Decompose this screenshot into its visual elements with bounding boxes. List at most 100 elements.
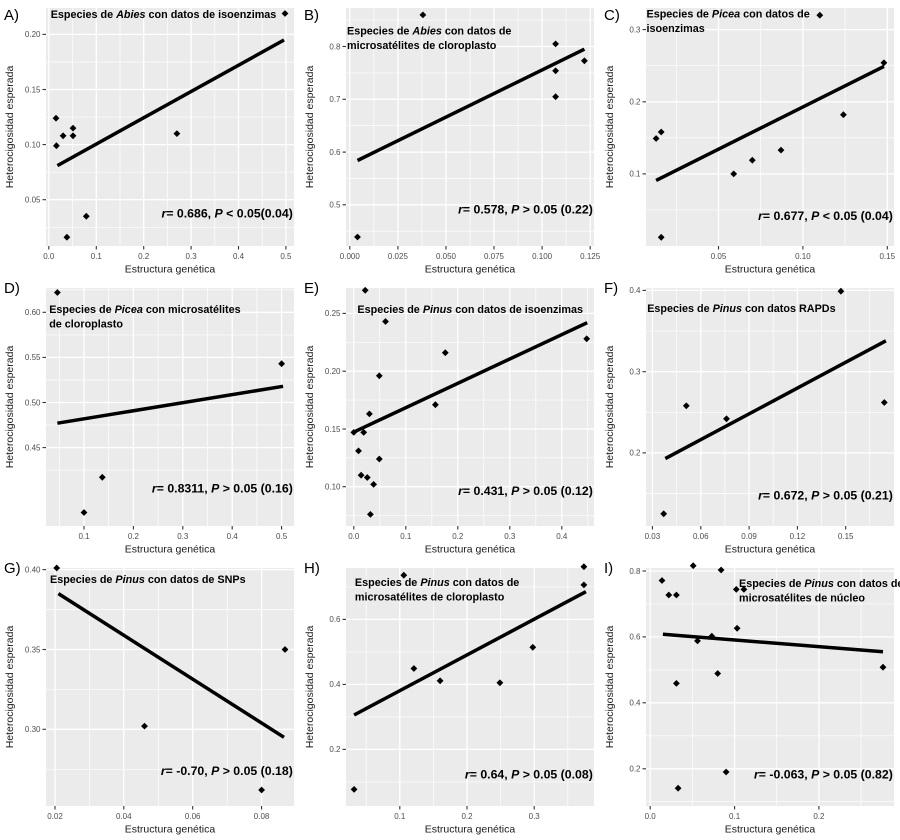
correlation-annotation: r= 0.431, P > 0.05 (0.12): [458, 484, 593, 498]
y-tick-label: 0.35: [25, 645, 41, 654]
scatter-panel-i: I) 0.0 0.1 0.2 0.2 0.4 0.6 0.8 Estructura genéti…: [600, 560, 900, 840]
data-point: [674, 784, 682, 792]
y-tick-label: 0.05: [25, 196, 41, 205]
y-axis-title: Heterocigosidad esperada: [604, 626, 616, 749]
data-points: [52, 10, 289, 241]
x-tick-label: 0.3: [177, 532, 189, 541]
regression-line: [664, 339, 887, 461]
x-tick-label: 0.0: [348, 532, 360, 541]
x-tick-label: 0.075: [484, 252, 505, 261]
data-points: [354, 11, 588, 241]
x-tick-label: 0.100: [532, 252, 553, 261]
x-tick-label: 0.03: [645, 532, 661, 541]
data-point: [581, 57, 588, 65]
axes: 0.0 0.1 0.2 0.2 0.4 0.6 0.8: [629, 567, 825, 821]
chart-svg: A) 0.0 0.1 0.2 0.3 0.4 0.5 0.05 0.10 0.15 0.20 Estr…: [4, 7, 294, 276]
chart-svg: H) 0.1 0.2 0.3 0.2 0.4 0.6 Estructura genética H…: [304, 560, 594, 836]
correlation-annotation: r= 0.672, P > 0.05 (0.21): [758, 488, 893, 502]
axes: 0.1 0.2 0.3 0.2 0.4 0.6: [329, 615, 540, 821]
y-tick-label: 0.15: [325, 425, 341, 434]
y-tick-label: 0.20: [325, 367, 341, 376]
data-points: [53, 564, 289, 794]
x-tick-label: 0.05: [711, 252, 727, 261]
y-tick-label: 0.2: [629, 98, 641, 107]
x-tick-label: 0.4: [556, 532, 568, 541]
data-point: [173, 130, 181, 137]
x-tick-label: 0.1: [78, 532, 90, 541]
data-point: [673, 680, 680, 687]
x-axis-title: Estructura genética: [425, 824, 516, 836]
panel-title: Especies de Abies con datos de isoenzima…: [51, 9, 277, 21]
x-tick-label: 0.025: [388, 252, 409, 261]
x-tick-label: 0.08: [254, 812, 270, 821]
y-tick-label: 0.30: [25, 725, 41, 734]
gridlines: [346, 288, 594, 526]
data-point: [837, 287, 845, 295]
data-point: [441, 349, 449, 357]
data-point: [366, 410, 373, 418]
y-tick-label: 0.4: [629, 286, 641, 295]
scatter-panel-e: E) 0.0 0.1 0.2 0.3 0.4 0.10 0.15 0.20 0.25 Estruct…: [300, 280, 600, 560]
scatter-panel-b: B) 0.000 0.025 0.050 0.075 0.100 0.125 0.5 0.6 0.…: [300, 0, 600, 280]
y-tick-label: 0.8: [629, 567, 641, 576]
data-point: [583, 335, 591, 343]
x-tick-label: 0.1: [729, 812, 741, 821]
x-tick-label: 0.2: [461, 812, 473, 821]
data-point: [682, 402, 690, 410]
axes: 0.0 0.1 0.2 0.3 0.4 0.5 0.05 0.10 0.15 0.20: [25, 30, 292, 261]
data-point: [281, 10, 289, 17]
data-point: [350, 786, 358, 793]
data-points: [350, 563, 588, 793]
data-point: [733, 624, 741, 632]
y-axis-title: Heterocigosidad esperada: [4, 346, 16, 469]
scatter-panel-c: C) 0.05 0.10 0.15 0.1 0.2 0.3 Estructura genéti…: [600, 0, 900, 280]
panel-title: de cloroplasto: [49, 319, 123, 331]
gridlines: [46, 568, 294, 806]
x-tick-label: 0.3: [504, 532, 516, 541]
panel-title: Especies de Picea con datos de: [647, 8, 810, 20]
data-point: [370, 481, 377, 488]
gridlines: [346, 568, 594, 806]
panel-title: Especies de Pinus con datos de SNPs: [50, 574, 246, 586]
regression-line: [655, 64, 885, 182]
y-tick-label: 0.6: [329, 148, 341, 157]
axes: 0.03 0.06 0.09 0.12 0.15 0.2 0.3 0.4: [629, 286, 854, 541]
data-point: [657, 233, 665, 241]
data-point: [98, 473, 106, 481]
data-point: [723, 415, 730, 423]
x-tick-label: 0.2: [813, 812, 825, 821]
y-axis-title: Heterocigosidad esperada: [304, 66, 316, 189]
data-point: [63, 233, 71, 241]
data-point: [82, 212, 90, 220]
data-point: [436, 677, 444, 685]
data-point: [80, 509, 88, 516]
x-tick-label: 0.3: [529, 812, 541, 821]
gridlines: [46, 288, 294, 526]
x-tick-label: 0.2: [128, 532, 140, 541]
correlation-annotation: r= -0.70, P > 0.05 (0.18): [161, 764, 293, 778]
x-tick-label: 0.12: [790, 532, 806, 541]
panel-title: microsatélites de cloroplasto: [355, 591, 505, 603]
data-point: [657, 128, 665, 136]
data-point: [69, 132, 77, 140]
x-axis-title: Estructura genética: [125, 824, 216, 836]
y-tick-label: 0.10: [25, 140, 41, 149]
data-point: [367, 511, 374, 518]
regression-line: [353, 590, 587, 717]
x-tick-label: 0.15: [838, 532, 854, 541]
y-tick-label: 0.55: [25, 353, 41, 362]
plot-area: [46, 8, 294, 246]
data-point: [375, 372, 383, 380]
data-point: [53, 564, 61, 572]
data-point: [665, 591, 673, 599]
x-tick-label: 0.02: [47, 812, 63, 821]
data-point: [400, 571, 408, 579]
chart-svg: E) 0.0 0.1 0.2 0.3 0.4 0.10 0.15 0.20 0.25 Estruct…: [304, 280, 594, 556]
scatter-panel-g: G) 0.02 0.04 0.06 0.08 0.30 0.35 0.40 Estructura…: [0, 560, 300, 840]
data-point: [740, 586, 748, 593]
data-point: [658, 577, 666, 584]
regression-line: [354, 321, 588, 433]
correlation-annotation: r= 0.686, P < 0.05(0.04): [162, 206, 293, 220]
correlation-annotation: r= -0.063, P > 0.05 (0.82): [754, 768, 893, 782]
x-tick-label: 0.1: [400, 532, 412, 541]
